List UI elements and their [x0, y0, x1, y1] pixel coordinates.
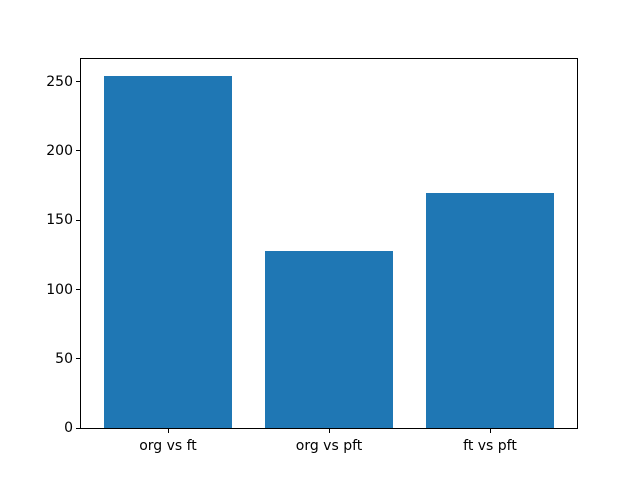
y-tick-label: 50	[55, 350, 73, 367]
bar-org-vs-ft	[103, 76, 233, 428]
bar-ft-vs-pft	[425, 192, 555, 428]
axes: 0 50 100 150 200 250 org vs ft org vs pft ft vs …	[46, 57, 578, 454]
y-tick-label: 250	[46, 73, 73, 90]
x-tick-mark	[489, 429, 491, 433]
y-tick-mark	[76, 427, 80, 429]
y-tick-label: 0	[64, 420, 73, 436]
y-tick-mark	[76, 289, 80, 290]
y-tick-label: 200	[46, 142, 73, 159]
x-tick-mark	[328, 429, 330, 433]
y-tick-mark	[76, 358, 80, 360]
x-tick-label: ft vs pft	[463, 437, 517, 454]
x-tick-mark	[167, 429, 169, 433]
y-tick-label: 150	[46, 212, 73, 229]
bar-org-vs-pft	[264, 250, 394, 428]
y-tick-mark	[76, 81, 80, 83]
x-tick-label: org vs pft	[295, 437, 363, 454]
y-tick-mark	[76, 150, 80, 152]
y-tick-mark	[76, 219, 80, 221]
x-tick-label: org vs ft	[139, 437, 197, 454]
y-tick-label: 100	[46, 281, 73, 298]
